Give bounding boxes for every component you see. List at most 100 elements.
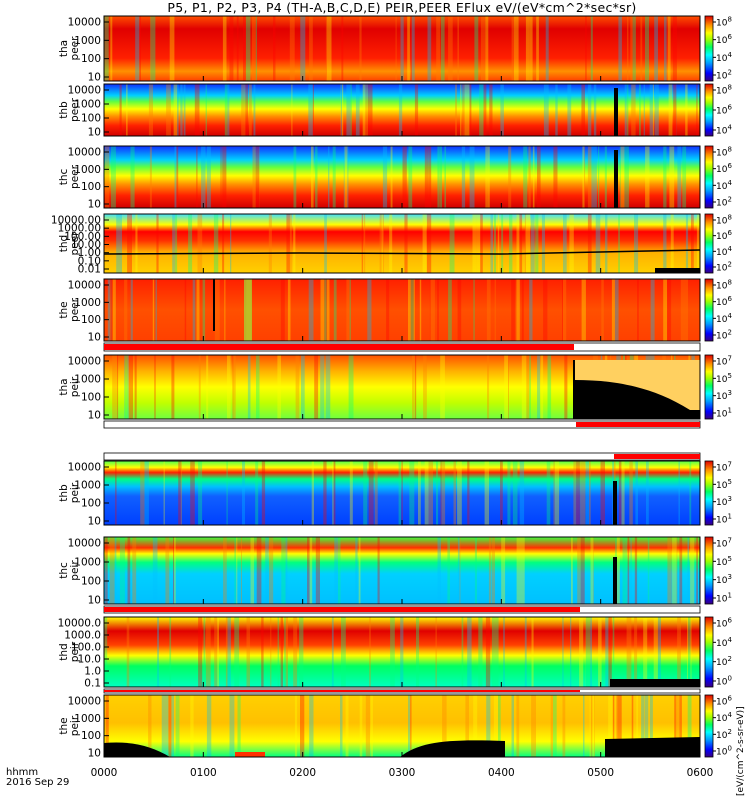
y-tick-label: 10 — [88, 199, 101, 211]
texture — [105, 537, 698, 604]
x-tick-label: 0600 — [687, 767, 714, 779]
y-axis-label: peer — [69, 97, 81, 122]
y-tick-label: 10 — [88, 595, 101, 607]
y-tick-label: 10000 — [68, 85, 101, 97]
y-axis-label: tha — [58, 40, 70, 57]
colorbar-tick-label: 106 — [716, 229, 732, 242]
data-gap — [614, 88, 618, 136]
y-tick-label: 1000 — [74, 99, 101, 111]
y-axis-label: thc — [58, 169, 70, 186]
panel-the-peer: 10 100 1000 10000 the peer — [58, 278, 701, 344]
y-tick-label: 1000.00 — [58, 223, 101, 235]
quality-bar-fill — [576, 422, 700, 427]
colorbar-scale — [704, 536, 714, 605]
colorbar-tick-label: 101 — [716, 592, 732, 605]
colorbar-the-peir: 100 102 104 106 — [704, 694, 732, 758]
x-tick-label: 0500 — [587, 767, 614, 779]
data-gap — [605, 737, 700, 757]
y-tick-label: 10000 — [68, 462, 101, 474]
x-tick-label: 0000 — [91, 767, 118, 779]
data-gap — [614, 150, 618, 208]
y-tick-label: 10.00 — [71, 239, 101, 251]
colorbar-thc-peir: 101 103 105 107 — [704, 536, 732, 605]
colorbar-tick-label: 100 — [716, 675, 732, 688]
colorbar-tick-label: 102 — [716, 728, 732, 741]
colorbar-tick-label: 104 — [716, 124, 732, 137]
colorbar-tick-label: 104 — [716, 711, 732, 724]
colorbar-tick-label: 105 — [716, 372, 732, 385]
panel-tha-peer: 10 100 1000 10000 tha peer — [58, 15, 701, 84]
texture — [119, 84, 698, 136]
data-gap — [213, 279, 215, 331]
colorbar-tick-label: 105 — [716, 555, 732, 568]
panel-the-peir: 10 100 1000 10000 the peir — [58, 694, 701, 760]
colorbar-scale — [704, 694, 714, 758]
x-tick-label: 0100 — [190, 767, 217, 779]
y-tick-label: 1000.0 — [64, 630, 101, 642]
y-axis-label: thb — [58, 101, 70, 119]
colorbar-tick-label: 108 — [716, 214, 732, 227]
colorbar-tick-label: 106 — [716, 695, 732, 708]
y-tick-label: 100 — [81, 181, 101, 193]
density-trace — [103, 249, 701, 255]
x-tick-label: 0300 — [389, 767, 416, 779]
feature — [244, 279, 252, 341]
quality-bar-fill — [104, 344, 574, 350]
y-tick-label: 1000 — [74, 297, 101, 309]
colorbar-tick-label: 104 — [716, 636, 732, 649]
y-tick-label: 100 — [81, 730, 101, 742]
y-axis-label: thd — [58, 643, 70, 660]
quality-bar-fill — [104, 607, 580, 612]
y-tick-label: 100 — [81, 113, 101, 125]
colorbar-tick-label: 107 — [716, 355, 732, 368]
y-axis-label: the — [58, 301, 70, 318]
quality-bar — [103, 452, 701, 461]
y-tick-label: 10000 — [68, 356, 101, 368]
colorbar-tick-label: 107 — [716, 461, 732, 474]
panel-thc-peir: 10 100 1000 10000 thc peir — [58, 536, 701, 607]
colorbar-thb-peir: 101 103 105 107 — [704, 460, 732, 526]
colorbar-tick-label: 108 — [716, 279, 732, 292]
y-tick-label: 100 — [81, 53, 101, 65]
x-tick-label: 0400 — [488, 767, 515, 779]
colorbar-scale — [704, 460, 714, 526]
spectrogram-thb-peir — [104, 461, 700, 525]
date-label: 2016 Sep 29 — [6, 777, 70, 788]
spectrogram-the-peer — [104, 279, 700, 341]
colorbar-scale — [704, 616, 714, 688]
y-tick-label: 1.00 — [78, 247, 101, 259]
colorbar-tick-label: 103 — [716, 389, 732, 402]
y-tick-label: 10000.0 — [58, 618, 101, 630]
texture — [116, 214, 701, 273]
y-tick-label: 10 — [88, 127, 101, 139]
y-tick-label: 100.00 — [64, 231, 101, 243]
y-tick-label: 10 — [88, 748, 101, 760]
colorbar-scale — [704, 83, 714, 137]
colorbar-tick-label: 100 — [716, 745, 732, 758]
colorbar-the-peer: 102 104 106 108 — [704, 279, 732, 342]
texture — [115, 461, 692, 525]
y-tick-label: 100 — [81, 576, 101, 588]
spectrogram-tha-peer — [104, 16, 700, 81]
texture — [104, 617, 692, 687]
feature — [235, 752, 265, 757]
y-tick-label: 10000 — [68, 280, 101, 292]
y-axis-label: thb — [58, 484, 70, 502]
colorbar-tick-label: 107 — [716, 537, 732, 550]
y-tick-label: 1000 — [74, 35, 101, 47]
quality-bar — [103, 688, 701, 694]
colorbar-tick-label: 105 — [716, 478, 732, 491]
quality-bar — [103, 342, 701, 352]
y-tick-label: 1000 — [74, 713, 101, 725]
quality-bar — [103, 420, 701, 429]
colorbar-scale — [704, 354, 714, 420]
y-axis-label: peir — [69, 482, 81, 503]
colorbar-scale — [704, 145, 714, 209]
y-axis-label: peir — [69, 376, 81, 397]
colorbar-tick-label: 102 — [716, 196, 732, 209]
colorbar-tick-label: 102 — [716, 329, 732, 342]
colorbar-tha-peer: 102 104 106 108 — [704, 16, 732, 82]
y-tick-label: 10000 — [68, 17, 101, 29]
